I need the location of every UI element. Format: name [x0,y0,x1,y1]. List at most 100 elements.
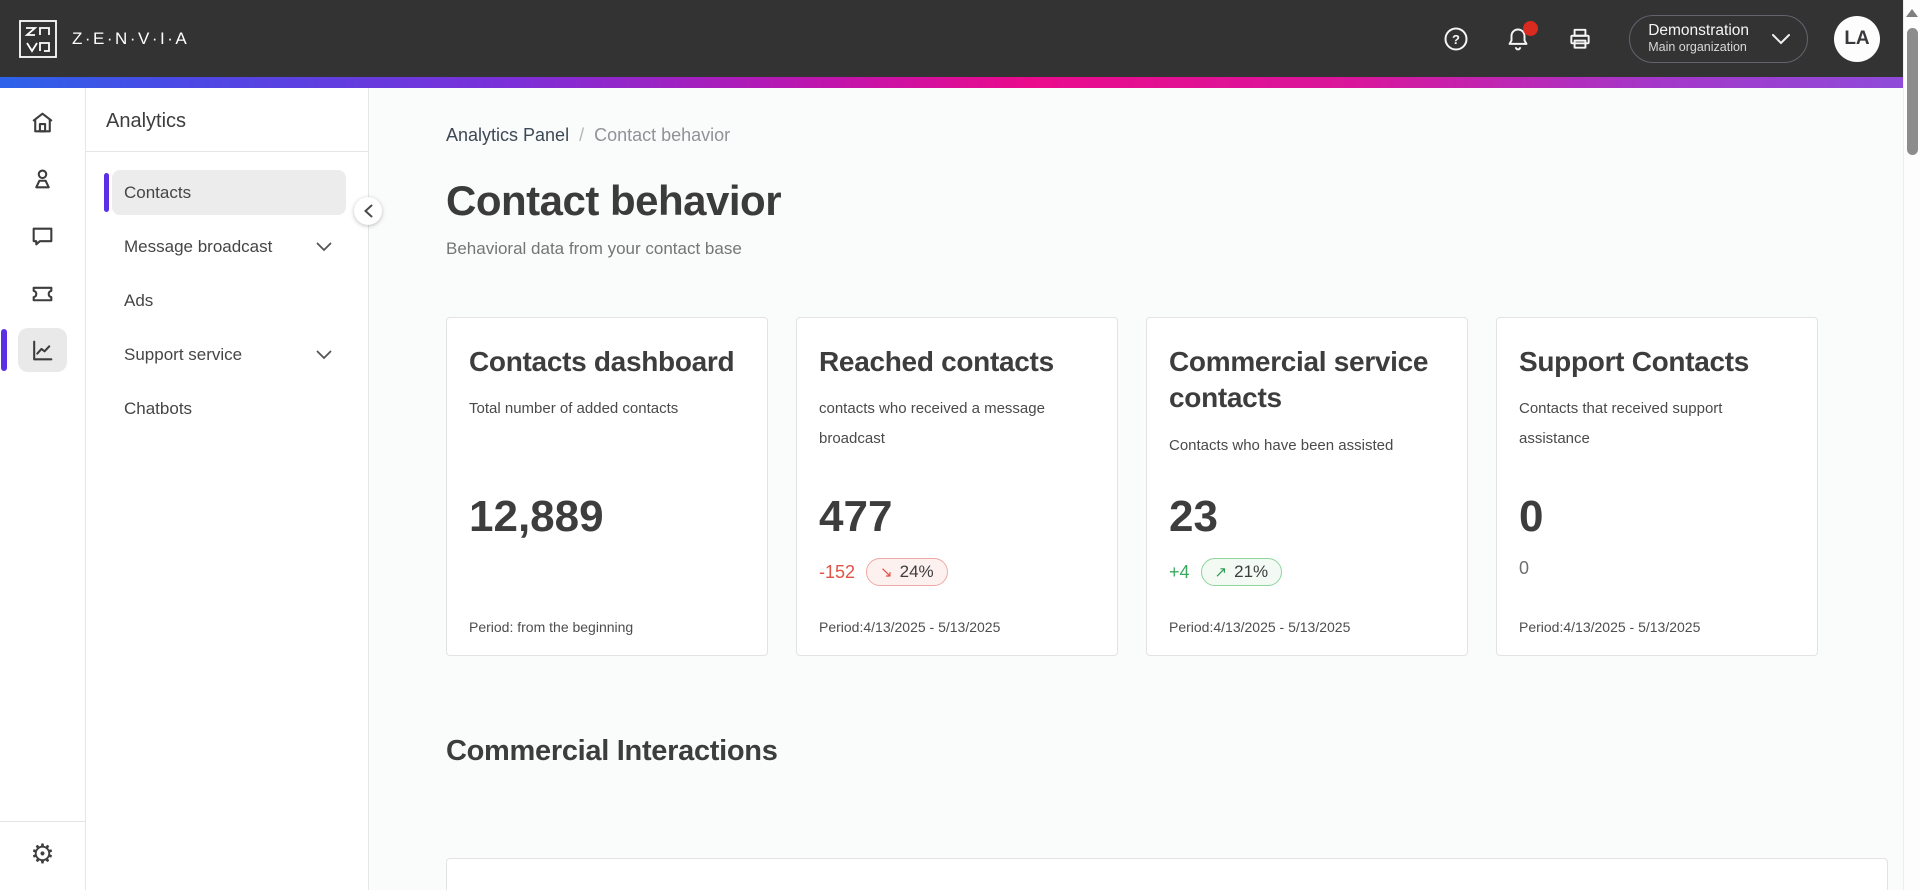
brand-gradient-bar [0,77,1903,88]
card-description: contacts who received a message broadcas… [819,400,1045,447]
section-heading-commercial-interactions: Commercial Interactions [446,735,778,767]
card-value: 0 [1519,492,1544,541]
organization-subtitle: Main organization [1648,40,1747,55]
nav-rail-contacts[interactable] [18,157,67,201]
sidebar-item-ads[interactable]: Ads [112,278,346,323]
zenvia-logo[interactable]: Z·E·N·V·I·A [18,19,189,59]
card-description: Total number of added contacts [469,400,679,418]
page-title: Contact behavior [446,177,782,224]
top-bar-actions: ? [1407,14,1880,63]
gear-icon: ⚙ [30,838,55,870]
sidebar-item-label: Contacts [124,182,192,202]
svg-text:?: ? [1452,32,1460,47]
breadcrumb-separator: / [579,125,585,145]
nav-rail-conversations[interactable] [18,214,67,258]
commercial-interactions-panel [446,858,1888,890]
breadcrumb: Analytics Panel / Contact behavior [446,125,1903,146]
notifications-button[interactable] [1505,20,1539,52]
sidebar-title: Analytics [106,110,187,132]
card-period: Period:4/13/2025 - 5/13/2025 [1519,619,1701,635]
sidebar-item-label: Chatbots [124,398,193,418]
trend-badge-down: ↘ 24% [866,558,948,586]
sidebar-divider [86,151,368,152]
top-bar: Z·E·N·V·I·A ? [0,0,1903,77]
card-period: Period:4/13/2025 - 5/13/2025 [1169,619,1351,635]
nav-rail-settings[interactable]: ⚙ [18,832,67,876]
nav-rail-home[interactable] [18,100,67,144]
chevron-down-icon [316,350,332,359]
ticket-icon [32,286,53,301]
card-title: Support Contacts [1519,346,1750,377]
zenvia-logo-icon [19,19,57,58]
nav-rail-bottom: ⚙ [0,821,86,890]
organization-switcher[interactable]: Demonstration Main organization [1629,14,1808,63]
organization-name: Demonstration [1648,22,1749,39]
breadcrumb-analytics-panel[interactable]: Analytics Panel [446,125,570,145]
body-row: ⚙ Analytics Contacts [0,88,1903,890]
trend-down-icon: ↘ [880,564,893,581]
page-scrollbar[interactable] [1903,0,1920,890]
card-period: Period: from the beginning [469,619,634,635]
sidebar-item-contacts[interactable]: Contacts [104,170,346,215]
help-icon: ? [1444,27,1468,50]
delta-value: +4 [1169,561,1190,582]
chevron-down-icon [316,242,332,251]
card-period: Period:4/13/2025 - 5/13/2025 [819,619,1001,635]
sidebar-collapse-button[interactable] [354,197,382,225]
delta-value: -152 [819,561,856,582]
card-contacts-dashboard: Contacts dashboard Total number of added… [446,317,768,656]
card-value: 23 [1169,492,1218,541]
card-reached-contacts: Reached contacts contacts who received a… [796,317,1118,656]
card-title: Commercial service contacts [1169,346,1429,414]
trend-up-icon: ↗ [1214,564,1228,581]
kpi-cards-row: Contacts dashboard Total number of added… [446,317,1903,656]
trend-percentage: 24% [899,562,934,581]
card-support-contacts: Support Contacts Contacts that received … [1496,317,1818,656]
chevron-down-icon [1772,33,1790,44]
card-delta-row: +4 ↗ 21% [1169,558,1283,586]
trend-badge-up: ↗ 21% [1200,558,1283,586]
sidebar-item-label: Ads [124,290,154,310]
delta-value: 0 [1519,558,1530,578]
card-description: Contacts who have been assisted [1169,436,1394,454]
card-title: Contacts dashboard [469,346,735,377]
zenvia-logo-text: Z·E·N·V·I·A [72,28,190,48]
trend-percentage: 21% [1234,562,1269,581]
card-delta-row: -152 ↘ 24% [819,558,948,586]
sidebar-item-label: Support service [124,344,243,364]
chevron-left-icon [363,204,372,218]
sidebar-item-message-broadcast[interactable]: Message broadcast [112,224,346,269]
analytics-sidebar: Analytics Contacts Message broadcast Ads [86,88,382,890]
card-title: Reached contacts [819,346,1054,377]
user-icon [35,169,50,188]
nav-rail: ⚙ [0,88,86,890]
card-description: Contacts that received support assistanc… [1519,400,1723,447]
sidebar-item-chatbots[interactable]: Chatbots [112,386,346,431]
scrollbar-up-arrow[interactable] [1906,9,1918,17]
rail-divider [0,821,86,822]
card-delta-row: 0 [1519,558,1529,579]
organization-labels: Demonstration Main organization [1648,21,1749,56]
printer-icon [1570,28,1590,49]
help-button[interactable]: ? [1443,26,1469,52]
page-subtitle: Behavioral data from your contact base [446,239,742,258]
chat-icon [32,227,53,245]
user-avatar[interactable]: LA [1834,15,1880,62]
sidebar-item-support-service[interactable]: Support service [112,332,346,377]
line-chart-icon [33,340,53,360]
scrollbar-thumb[interactable] [1907,28,1918,155]
bell-icon [1508,27,1528,50]
card-value: 477 [819,492,893,541]
main-content: Analytics Panel / Contact behavior Conta… [369,88,1903,890]
sidebar-header: Analytics [86,88,368,151]
print-button[interactable] [1567,26,1593,52]
home-icon [32,112,53,132]
card-commercial-service-contacts: Commercial service contacts Contacts who… [1146,317,1468,656]
breadcrumb-current: Contact behavior [594,125,731,145]
sidebar-list: Contacts Message broadcast Ads Support s… [86,152,368,431]
nav-rail-analytics[interactable] [1,328,67,372]
nav-rail-tickets[interactable] [18,271,67,315]
sidebar-item-label: Message broadcast [124,236,273,256]
